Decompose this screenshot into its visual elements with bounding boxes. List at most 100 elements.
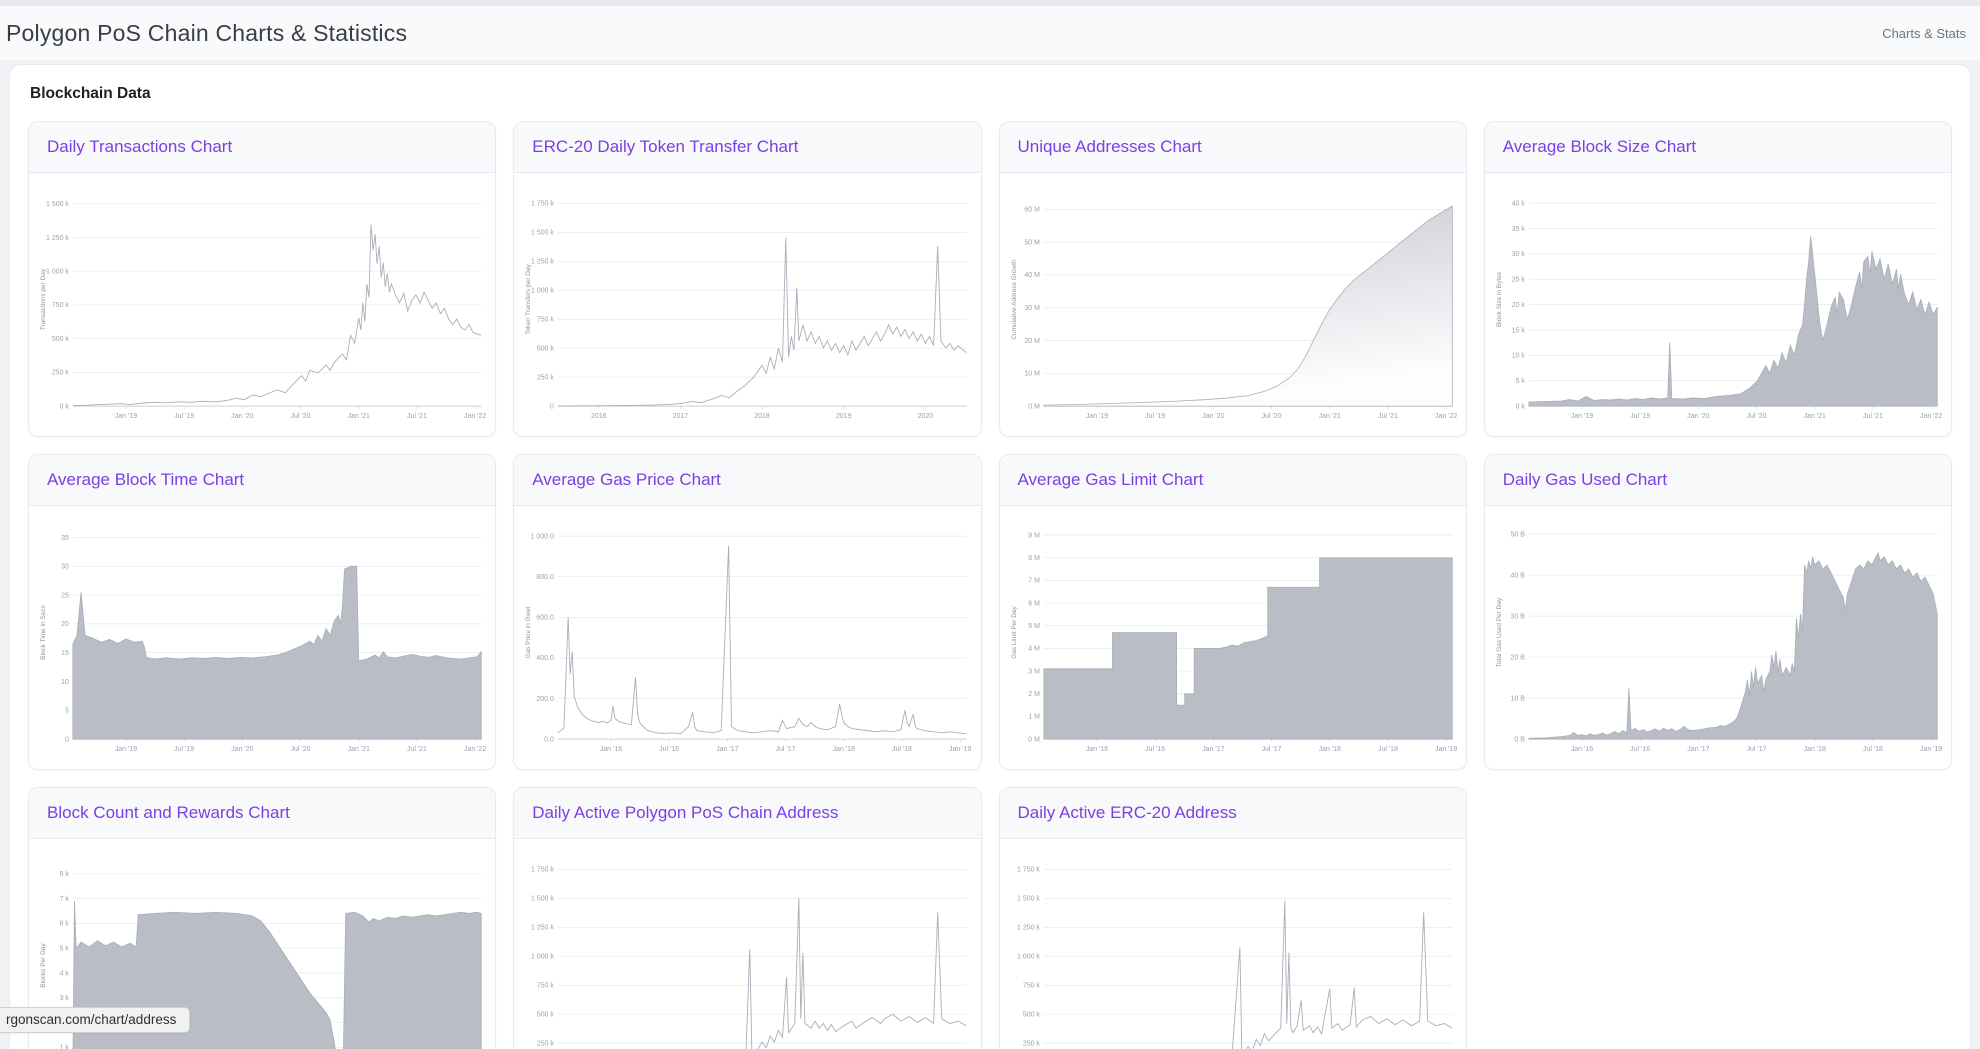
page-title: Polygon PoS Chain Charts & Statistics (6, 19, 408, 46)
svg-text:Jan '22: Jan '22 (1920, 413, 1942, 420)
svg-text:5 k: 5 k (1515, 378, 1525, 385)
svg-text:Jan '21: Jan '21 (348, 746, 370, 753)
chart-thumbnail-link[interactable]: 0 M 10 M 20 M 30 M 40 M 50 M 60 M Jan '19 Jul '1… (1008, 181, 1458, 432)
svg-text:Jul '16: Jul '16 (659, 746, 679, 753)
svg-text:Jan '20: Jan '20 (1202, 413, 1224, 420)
svg-text:Jul '18: Jul '18 (1863, 746, 1883, 753)
svg-text:6 k: 6 k (60, 921, 70, 928)
status-url-tooltip: rgonscan.com/chart/address (0, 1007, 191, 1033)
section-heading: Blockchain Data (30, 85, 151, 102)
svg-text:5 k: 5 k (60, 946, 70, 953)
browser-edge-strip (0, 0, 1980, 6)
svg-text:Jan '19: Jan '19 (1435, 746, 1457, 753)
chart-title-link[interactable]: Daily Gas Used Chart (1502, 470, 1668, 490)
svg-text:8 k: 8 k (60, 871, 70, 878)
svg-text:2018: 2018 (755, 413, 771, 420)
svg-text:Jan '21: Jan '21 (348, 413, 370, 420)
svg-text:250 k: 250 k (52, 370, 70, 377)
svg-text:35: 35 (61, 535, 69, 542)
chart-card-body: 0 250 k 500 k 750 k 1 000 k 1 250 k 1 500 k 1 7… (514, 173, 981, 437)
svg-text:Blocks Per Day: Blocks Per Day (40, 943, 47, 988)
svg-text:0 M: 0 M (1028, 403, 1040, 410)
svg-text:Jan '19: Jan '19 (1571, 413, 1593, 420)
chart-title-link[interactable]: Block Count and Rewards Chart (47, 803, 290, 823)
svg-text:Jan '18: Jan '18 (1803, 746, 1825, 753)
chart-canvas: 0 k 250 k 500 k 750 k 1 000 k 1 250 k 1 500 k J… (40, 201, 486, 420)
chart-card-body: 0.0 200.0 400.0 600.0 800.0 1 000.0 Jan '16 Jul… (514, 506, 981, 770)
svg-text:0 k: 0 k (60, 403, 70, 410)
svg-text:Jan '16: Jan '16 (600, 746, 622, 753)
svg-text:Jul '20: Jul '20 (1746, 413, 1766, 420)
svg-text:8 M: 8 M (1028, 555, 1040, 562)
chart-thumbnail-link[interactable]: 0 B 10 B 20 B 30 B 40 B 50 B Jan '16 Jul '16 Jan… (1493, 514, 1943, 765)
svg-text:1 500 k: 1 500 k (46, 201, 69, 208)
svg-text:10 M: 10 M (1024, 371, 1040, 378)
chart-title-link[interactable]: Average Block Time Chart (47, 470, 245, 490)
svg-text:10 k: 10 k (1511, 353, 1525, 360)
svg-text:1 750 k: 1 750 k (531, 201, 554, 208)
chart-title-link[interactable]: Daily Transactions Chart (47, 137, 233, 156)
chart-title-link[interactable]: ERC-20 Daily Token Transfer Chart (532, 137, 799, 156)
svg-text:1 500 k: 1 500 k (1017, 896, 1040, 903)
svg-text:Token Transfers per Day: Token Transfers per Day (525, 264, 532, 335)
svg-text:20 M: 20 M (1024, 338, 1040, 345)
svg-text:Jan '19: Jan '19 (115, 413, 137, 420)
svg-text:5: 5 (65, 708, 69, 715)
chart-card-header: Block Count and Rewards Chart (29, 788, 496, 840)
chart-card-body: 0 M 1 M 2 M 3 M 4 M 5 M 6 M 7 M 8 M 9 M Jan '16 Jul… (999, 506, 1466, 770)
svg-text:3 k: 3 k (60, 995, 70, 1002)
svg-text:30 M: 30 M (1024, 305, 1040, 312)
svg-text:Total Gas Used Per Day: Total Gas Used Per Day (1496, 597, 1503, 667)
svg-text:1 500 k: 1 500 k (531, 230, 554, 237)
svg-text:Jul '16: Jul '16 (1630, 746, 1650, 753)
svg-text:50 B: 50 B (1510, 531, 1525, 538)
chart-title-link[interactable]: Average Gas Price Chart (532, 470, 721, 490)
svg-text:20 B: 20 B (1510, 654, 1525, 661)
chart-thumbnail-link[interactable]: 0 M 1 M 2 M 3 M 4 M 5 M 6 M 7 M 8 M 9 M Jan '16 Jul… (1008, 514, 1458, 765)
chart-card: Daily Gas Used Chart 0 B 10 B 20 B 30 B 40 B… (1483, 454, 1952, 771)
chart-card: ERC-20 Daily Token Transfer Chart 0 250 k… (513, 121, 982, 438)
svg-text:6 M: 6 M (1028, 600, 1040, 607)
svg-text:500 k: 500 k (52, 336, 70, 343)
chart-card: Average Block Size Chart 0 k 5 k 10 k 15 k 2… (1483, 121, 1952, 438)
svg-text:2 M: 2 M (1028, 691, 1040, 698)
chart-card: Unique Addresses Chart 0 M 10 M 20 M 30 M 40… (998, 121, 1467, 438)
chart-card-header: Daily Gas Used Chart (1484, 455, 1951, 507)
chart-title-link[interactable]: Average Gas Limit Chart (1017, 470, 1204, 490)
chart-card-header: Average Gas Price Chart (514, 455, 981, 507)
svg-text:40 k: 40 k (1511, 200, 1525, 207)
svg-text:30 B: 30 B (1510, 613, 1525, 620)
svg-text:Transactions per Day: Transactions per Day (40, 268, 47, 330)
svg-text:1 000 k: 1 000 k (531, 288, 554, 295)
chart-title-link[interactable]: Average Block Size Chart (1502, 137, 1697, 156)
svg-text:Jan '19: Jan '19 (1085, 413, 1107, 420)
chart-thumbnail-link[interactable]: 0 k 250 k 500 k 750 k 1 000 k 1 250 k 1 500 k J… (37, 181, 487, 432)
breadcrumb: Charts & Stats (1882, 25, 1966, 41)
svg-text:20 k: 20 k (1511, 302, 1525, 309)
svg-text:Jan '20: Jan '20 (231, 413, 253, 420)
chart-canvas: 0.0 200.0 400.0 600.0 800.0 1 000.0 Jan '16 Jul… (525, 533, 971, 753)
chart-thumbnail-link[interactable]: 0 5 10 15 20 25 30 35 Jan '19 Jul '19 Jan '20 Jul '… (37, 514, 487, 765)
svg-text:1 k: 1 k (60, 1045, 70, 1049)
chart-title-link[interactable]: Daily Active Polygon PoS Chain Address (532, 803, 839, 823)
svg-text:Jul '17: Jul '17 (1261, 746, 1281, 753)
chart-card: Average Gas Price Chart 0.0 200.0 400.0 600… (513, 454, 982, 771)
chart-thumbnail-link[interactable]: 0 k 5 k 10 k 15 k 20 k 25 k 30 k 35 k 40 k Jan '1… (1493, 181, 1943, 432)
svg-text:250 k: 250 k (537, 374, 555, 381)
chart-card-body: 0 M 10 M 20 M 30 M 40 M 50 M 60 M Jan '19 Jul '1… (999, 173, 1466, 437)
chart-title-link[interactable]: Unique Addresses Chart (1017, 137, 1202, 156)
svg-text:2017: 2017 (673, 413, 689, 420)
chart-title-link[interactable]: Daily Active ERC-20 Address (1017, 803, 1237, 823)
chart-thumbnail-link[interactable]: 0.0 200.0 400.0 600.0 800.0 1 000.0 Jan '16 Jul… (522, 514, 972, 765)
svg-text:30: 30 (61, 564, 69, 571)
svg-text:Jan '20: Jan '20 (1687, 413, 1709, 420)
svg-text:250 k: 250 k (537, 1040, 555, 1047)
chart-canvas: 0 k 5 k 10 k 15 k 20 k 25 k 30 k 35 k 40 k Jan '1… (1496, 200, 1942, 420)
svg-text:1 250 k: 1 250 k (1017, 925, 1040, 932)
svg-text:1 000 k: 1 000 k (531, 954, 554, 961)
